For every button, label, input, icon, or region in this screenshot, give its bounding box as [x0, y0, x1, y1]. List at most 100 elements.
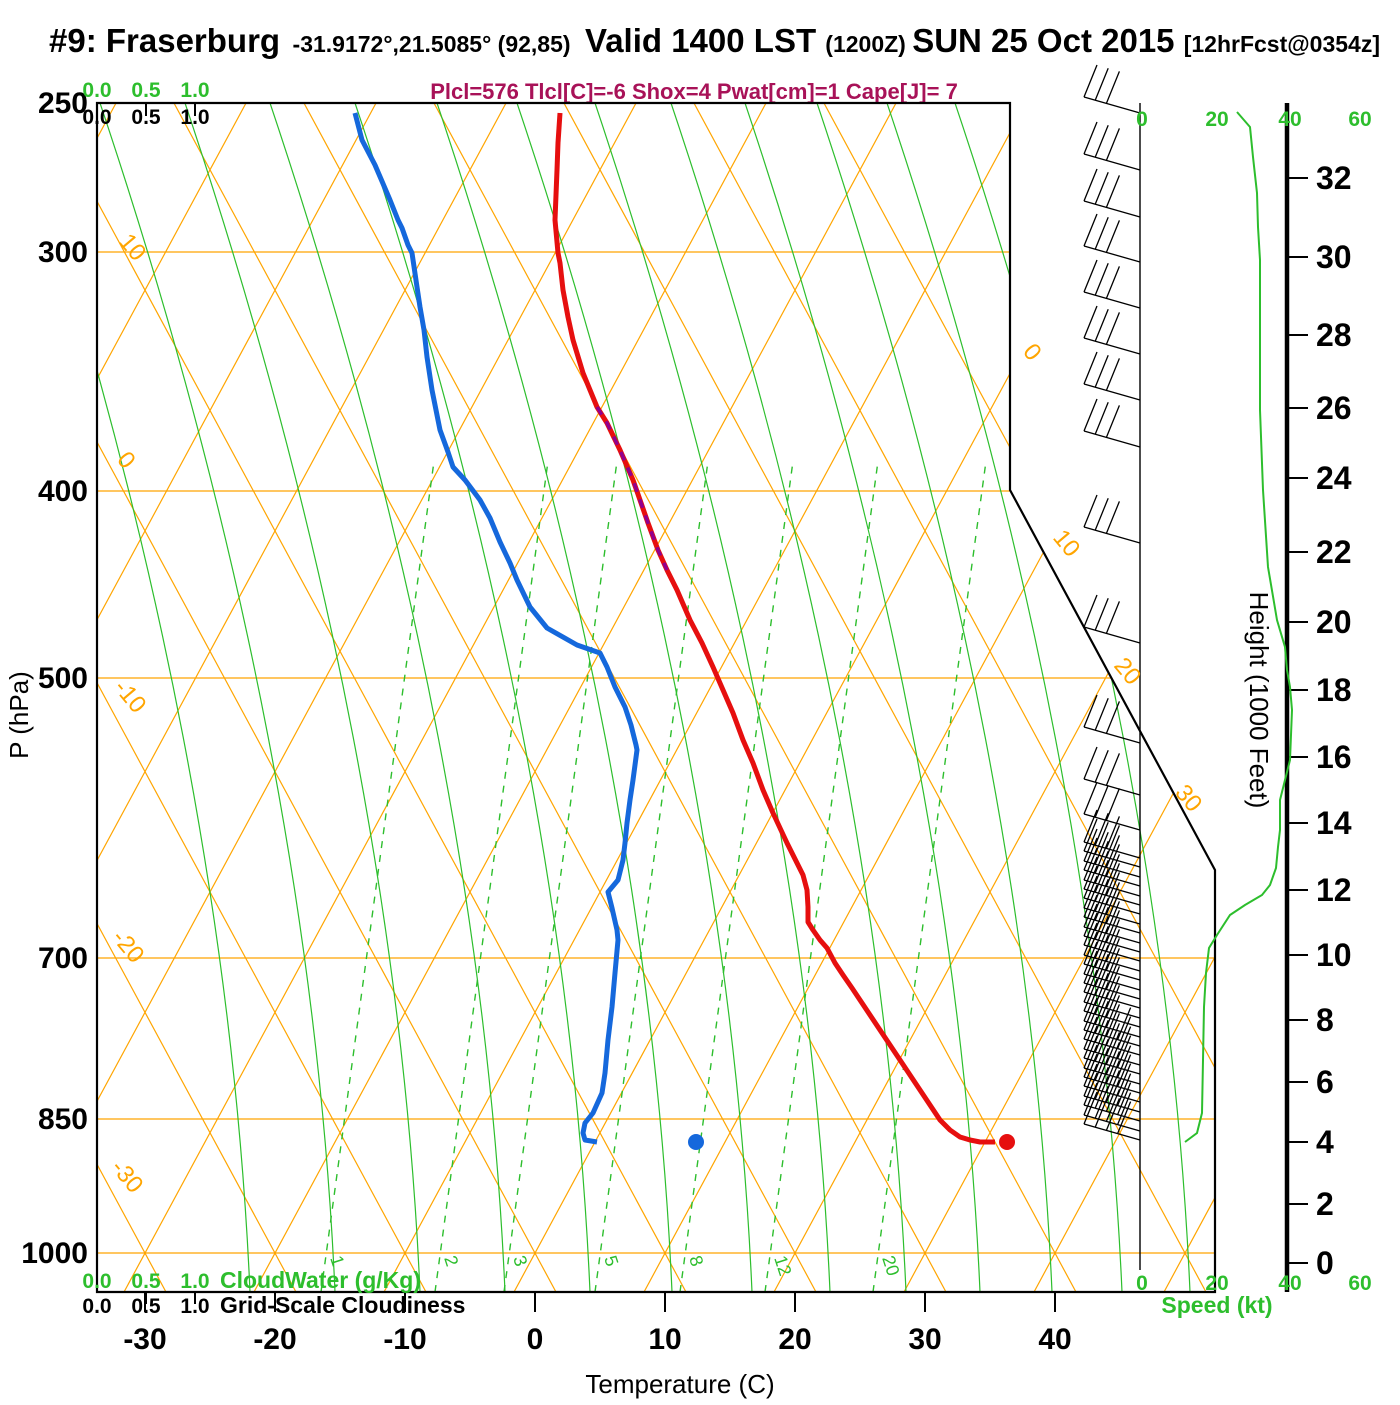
height-tick-label: 26: [1316, 390, 1352, 426]
temperature-tick-label: 30: [908, 1323, 941, 1356]
wind-barb-feather: [1083, 398, 1098, 432]
wind-barb-shaft: [1083, 869, 1141, 887]
moist-adiabat-line: [594, 103, 831, 1292]
wind-barb-feather: [1094, 821, 1109, 855]
isotherm-line: [903, 103, 1215, 1292]
wind-barb-shaft: [1083, 935, 1141, 953]
wind-barb-feather: [1105, 71, 1121, 104]
background-grid: [97, 103, 1215, 1292]
isotherm-edge-label: 0: [1017, 339, 1046, 367]
temperature-tick-label: -20: [253, 1323, 296, 1356]
wind-barb-feather: [1094, 1019, 1109, 1053]
wind-barb-feather: [1094, 868, 1109, 902]
height-tick-label: 20: [1316, 604, 1352, 640]
wind-barb-feather: [1105, 901, 1121, 934]
cloud-scale-label: 0.0: [82, 79, 111, 102]
height-tick-label: 8: [1316, 1002, 1334, 1038]
pressure-tick-label: 850: [38, 1103, 88, 1136]
cloud-scale-label: 0.0: [82, 1295, 111, 1318]
wind-barb-shaft: [1083, 1057, 1141, 1075]
wind-barb-feather: [1094, 812, 1109, 846]
wind-barb-shaft: [1083, 982, 1141, 1000]
wind-barb-column: [1083, 64, 1141, 1270]
wind-barb-feather: [1105, 312, 1121, 345]
wind-barb-feather: [1083, 121, 1098, 155]
pressure-tick-label: 500: [38, 662, 88, 695]
wind-barb-shaft: [1083, 991, 1141, 1009]
temperature-curve: [552, 112, 995, 1145]
wind-barb-feather: [1105, 919, 1121, 952]
wind-barb-feather: [1105, 938, 1121, 971]
isotherm-edge-label: 10: [1047, 525, 1085, 563]
mixing-ratio-label: 8: [685, 1253, 707, 1269]
dry-adiabat-line: [563, 103, 1207, 1292]
wind-barb-shaft: [1083, 726, 1141, 744]
isotherm-line: [123, 103, 767, 1292]
wind-barb-feather: [1083, 847, 1098, 881]
moist-adiabat-line: [954, 103, 1191, 1292]
wind-barb-shaft: [1083, 916, 1141, 934]
wind-barb-feather: [1105, 966, 1121, 999]
wind-barb-shaft: [1083, 963, 1141, 981]
wind-barb-feather: [1083, 950, 1098, 984]
mixing-ratio-line: [594, 459, 709, 1292]
moist-adiabat-line: [436, 103, 673, 1292]
wind-barb-feather: [1094, 216, 1109, 250]
cloud-scale-label: 1.0: [180, 1295, 209, 1318]
wind-barb-feather: [1094, 1000, 1109, 1034]
wind-barb-feather: [1116, 1073, 1132, 1106]
cloudwater-axis-label: CloudWater (g/Kg): [220, 1267, 421, 1293]
moist-adiabat-line: [99, 103, 336, 1292]
wind-barb-feather: [1116, 1092, 1132, 1125]
wind-barb-feather: [1083, 884, 1098, 918]
cloud-scale-label: 0.5: [131, 1270, 161, 1293]
wind-barb-shaft: [1083, 1038, 1141, 1056]
wind-barb-feather: [1083, 781, 1098, 815]
moist-adiabat-line: [97, 103, 251, 1292]
wind-barb-shaft: [1083, 1048, 1141, 1066]
pressure-tick-label: 700: [38, 942, 88, 975]
wind-barb-shaft: [1083, 1010, 1141, 1028]
wind-speed-curve: [1184, 111, 1294, 1143]
title-valid-date: SUN 25 Oct 2015: [912, 22, 1183, 59]
wind-barb-feather: [1105, 175, 1121, 208]
wind-barb-feather: [1083, 64, 1098, 98]
wind-barb-feather: [1105, 1089, 1121, 1122]
wind-barb-feather: [1083, 818, 1098, 852]
moist-adiabat-line: [354, 103, 591, 1292]
cloud-scale-label: 1.0: [180, 1270, 209, 1293]
isotherm-line: [513, 103, 1157, 1292]
title-fcst: [12hrFcst@0354z]: [1184, 31, 1380, 57]
wind-barb-feather: [1105, 985, 1121, 1018]
page-title: #9: Fraserburg -31.9172°,21.5085° (92,85…: [49, 22, 1380, 59]
wind-barb-feather: [1105, 929, 1121, 962]
speed-tick-label: 0: [1136, 108, 1148, 131]
wind-barb-feather: [1083, 1044, 1098, 1078]
speed-tick-label: 40: [1278, 1272, 1301, 1295]
dry-adiabat-edge-label: -20: [106, 925, 149, 969]
isotherm-line: [383, 103, 1027, 1292]
wind-barb-feather: [1105, 701, 1121, 734]
skewt-plot-area: 0246810121416182022242628303225030040050…: [21, 64, 1372, 1356]
wind-barb-feather: [1083, 1053, 1098, 1087]
wind-barb-shaft: [1083, 888, 1141, 906]
title-valid-main: Valid 1400 LST: [585, 22, 825, 59]
wind-barb-feather: [1094, 749, 1109, 783]
wind-barb-feather: [1083, 941, 1098, 975]
wind-barb-feather: [1105, 995, 1121, 1028]
title-valid-z: (1200Z): [825, 31, 912, 57]
wind-barb-feather: [1105, 753, 1121, 786]
wind-barb-feather: [1105, 891, 1121, 924]
isotherm-line: [773, 103, 1215, 1292]
wind-barb-feather: [1105, 1023, 1121, 1056]
speed-tick-label: 20: [1205, 1272, 1228, 1295]
mixing-ratio-label: 12: [770, 1253, 795, 1278]
wind-barb-feather: [1094, 354, 1109, 388]
dewpoint-curve: [352, 112, 640, 1145]
wind-barb-feather: [1094, 262, 1109, 296]
wind-barb-shaft: [1083, 1085, 1141, 1103]
height-tick-label: 32: [1316, 160, 1352, 196]
wind-barb-feather: [1083, 837, 1098, 871]
wind-barb-shaft: [1083, 96, 1141, 114]
